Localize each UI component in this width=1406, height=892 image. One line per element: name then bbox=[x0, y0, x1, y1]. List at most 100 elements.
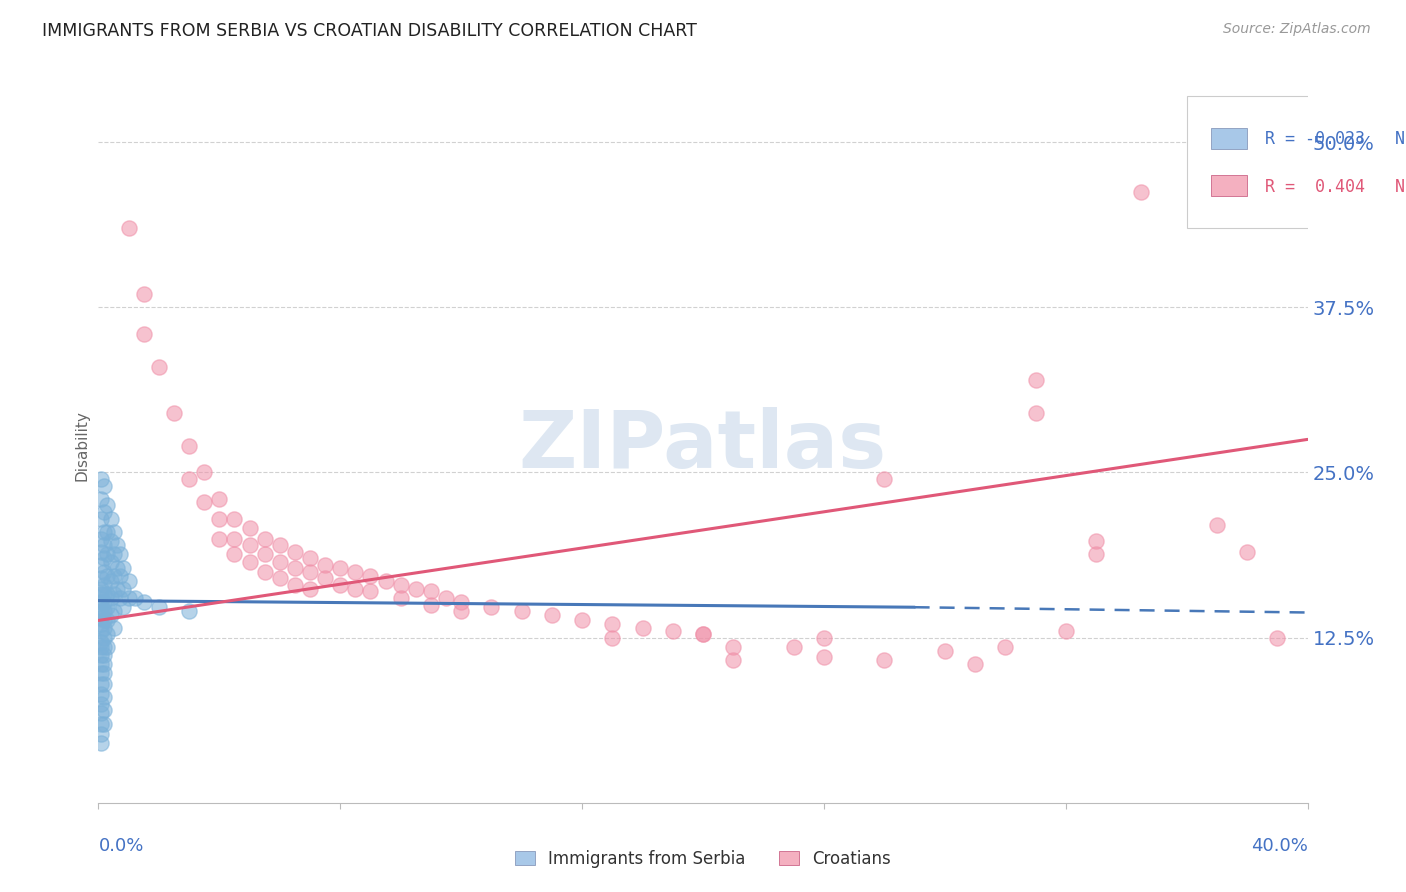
Point bbox=[93, 631, 115, 645]
Point bbox=[1024, 373, 1046, 387]
Point bbox=[103, 621, 125, 635]
Point bbox=[103, 547, 125, 561]
Point bbox=[103, 587, 125, 601]
Point bbox=[90, 545, 112, 559]
Point bbox=[224, 532, 246, 546]
Point bbox=[90, 640, 112, 654]
Point bbox=[100, 511, 122, 525]
Point bbox=[360, 584, 382, 599]
Point bbox=[965, 657, 987, 671]
Point bbox=[90, 688, 112, 702]
Point bbox=[420, 584, 443, 599]
Bar bbox=[1211, 175, 1247, 196]
Point bbox=[93, 657, 115, 671]
Point bbox=[224, 511, 246, 525]
Point bbox=[93, 640, 115, 654]
Point bbox=[90, 657, 112, 671]
Point bbox=[692, 626, 714, 640]
Point bbox=[253, 565, 276, 579]
Point bbox=[239, 521, 262, 535]
Point bbox=[93, 690, 115, 704]
Point bbox=[90, 595, 112, 609]
Point bbox=[1085, 534, 1108, 549]
Point bbox=[389, 578, 412, 592]
Point bbox=[239, 555, 262, 569]
Point bbox=[100, 555, 122, 569]
Point bbox=[208, 491, 231, 506]
Point bbox=[132, 326, 155, 341]
Point bbox=[450, 595, 472, 609]
Point bbox=[96, 524, 118, 539]
Point bbox=[783, 640, 806, 654]
Point bbox=[90, 491, 112, 506]
Point bbox=[269, 571, 291, 585]
Point bbox=[253, 532, 276, 546]
Point bbox=[118, 221, 141, 235]
Point bbox=[873, 472, 896, 486]
Point bbox=[299, 551, 322, 566]
Point bbox=[179, 472, 201, 486]
Point bbox=[90, 571, 112, 585]
Point bbox=[132, 595, 155, 609]
Point bbox=[90, 558, 112, 572]
Point bbox=[93, 648, 115, 662]
Point bbox=[193, 494, 215, 508]
Point bbox=[540, 608, 562, 623]
Legend: Immigrants from Serbia, Croatians: Immigrants from Serbia, Croatians bbox=[509, 844, 897, 875]
Point bbox=[239, 538, 262, 552]
Point bbox=[105, 538, 128, 552]
Point bbox=[111, 582, 134, 596]
Point bbox=[100, 591, 122, 605]
Point bbox=[344, 582, 367, 596]
Point bbox=[1267, 631, 1289, 645]
Point bbox=[96, 547, 118, 561]
Point bbox=[118, 574, 141, 588]
Text: Source: ZipAtlas.com: Source: ZipAtlas.com bbox=[1223, 22, 1371, 37]
Point bbox=[405, 582, 427, 596]
Point bbox=[90, 736, 112, 750]
Text: IMMIGRANTS FROM SERBIA VS CROATIAN DISABILITY CORRELATION CHART: IMMIGRANTS FROM SERBIA VS CROATIAN DISAB… bbox=[42, 22, 697, 40]
Point bbox=[344, 565, 367, 579]
Point bbox=[93, 604, 115, 618]
Text: R = -0.023   N = 80: R = -0.023 N = 80 bbox=[1265, 130, 1406, 148]
Point bbox=[208, 532, 231, 546]
Point bbox=[93, 551, 115, 566]
Point bbox=[148, 359, 170, 374]
Point bbox=[90, 604, 112, 618]
Point bbox=[284, 545, 307, 559]
Text: 40.0%: 40.0% bbox=[1251, 837, 1308, 855]
Point bbox=[1206, 518, 1229, 533]
Point bbox=[96, 600, 118, 615]
Point bbox=[813, 650, 835, 665]
Point bbox=[90, 587, 112, 601]
Point bbox=[90, 677, 112, 691]
Point bbox=[90, 624, 112, 638]
Point bbox=[93, 614, 115, 628]
Point bbox=[111, 600, 134, 615]
Point bbox=[284, 560, 307, 574]
Point bbox=[224, 547, 246, 561]
Point bbox=[93, 666, 115, 681]
Point bbox=[108, 547, 131, 561]
Point bbox=[1024, 406, 1046, 420]
Point bbox=[93, 478, 115, 492]
Point bbox=[329, 560, 352, 574]
Point bbox=[90, 648, 112, 662]
Point bbox=[631, 621, 654, 635]
Point bbox=[103, 568, 125, 582]
Point bbox=[571, 614, 593, 628]
Text: 0.0%: 0.0% bbox=[98, 837, 143, 855]
Point bbox=[90, 697, 112, 711]
Point bbox=[1130, 186, 1153, 200]
Point bbox=[90, 582, 112, 596]
Point bbox=[103, 604, 125, 618]
Point bbox=[108, 568, 131, 582]
Point bbox=[329, 578, 352, 592]
Point bbox=[208, 511, 231, 525]
Point bbox=[96, 614, 118, 628]
Point bbox=[374, 574, 396, 588]
Point bbox=[96, 499, 118, 513]
Point bbox=[118, 591, 141, 605]
Point bbox=[132, 287, 155, 301]
Point bbox=[994, 640, 1017, 654]
